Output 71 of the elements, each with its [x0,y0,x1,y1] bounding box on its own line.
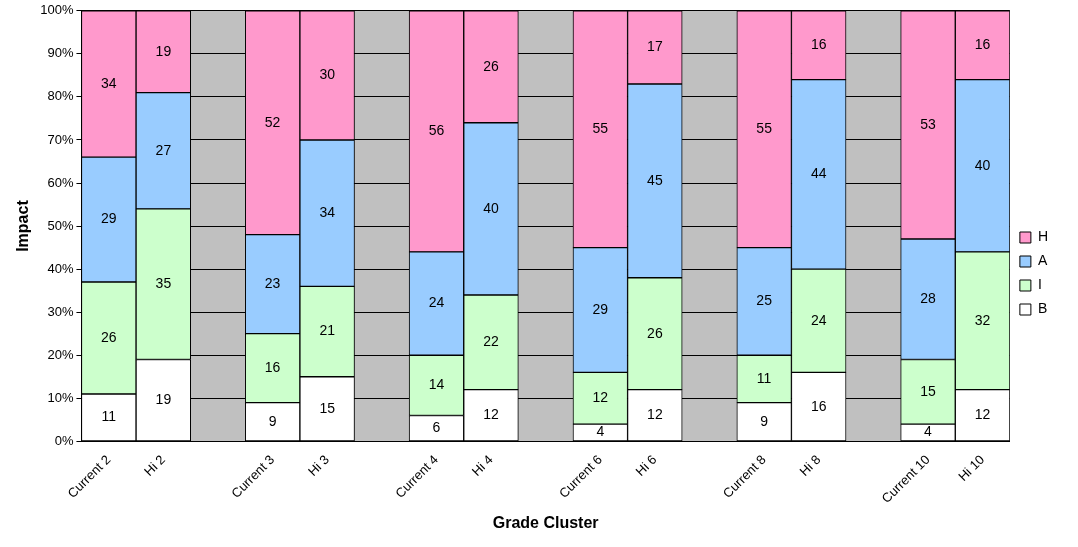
y-tick-label: 40% [47,260,74,276]
x-tick-label: Hi 8 [796,451,824,479]
data-label: 16 [810,36,827,53]
data-label: 21 [319,322,336,339]
data-label: 17 [647,38,663,55]
data-label: 44 [810,165,827,182]
data-label: 53 [920,115,936,132]
y-tick-label: 100% [40,2,74,18]
data-label: 9 [760,412,769,429]
data-label: 35 [155,275,172,292]
data-label: 11 [101,408,117,425]
data-label: 55 [756,120,773,137]
data-label: 16 [974,36,991,53]
data-label: 6 [432,419,441,436]
data-label: 25 [756,292,773,309]
data-label: 34 [319,204,336,221]
data-label: 24 [810,311,827,328]
y-tick-label: 30% [47,303,74,319]
data-label: 56 [428,122,445,139]
data-label: 11 [756,369,772,386]
data-label: 52 [264,113,281,130]
data-label: 26 [647,324,663,341]
data-label: 12 [974,406,991,423]
x-tick-label: Hi 4 [468,451,496,479]
data-label: 15 [319,399,336,416]
y-tick-label: 60% [47,174,74,190]
data-label: 22 [483,333,500,350]
data-label: 24 [428,294,445,311]
y-tick-label: 10% [47,389,74,405]
data-label: 27 [155,141,172,158]
data-label: 23 [264,275,281,292]
y-tick-label: 50% [47,217,74,233]
data-label: 29 [592,300,609,317]
data-label: 55 [592,120,609,137]
y-tick-label: 90% [47,45,74,61]
x-tick-label: Hi 3 [304,451,332,479]
data-label: 26 [483,57,500,74]
data-label: 28 [920,290,936,307]
y-tick-label: 0% [54,432,74,448]
x-tick-label: Hi 2 [141,451,169,479]
legend-label: H [1037,228,1049,245]
data-label: 14 [428,376,445,393]
data-label: 4 [596,423,605,440]
x-tick-label: Hi 6 [632,451,660,479]
legend-label: I [1037,276,1042,293]
data-label: 16 [810,397,827,414]
y-tick-label: 80% [47,88,74,104]
data-label: 16 [264,359,281,376]
y-tick-label: 70% [47,131,74,147]
data-label: 19 [155,391,172,408]
y-axis-title: Impact [14,199,32,252]
y-tick-label: 20% [47,346,74,362]
data-label: 30 [319,66,336,83]
data-label: 26 [100,328,117,345]
data-label: 32 [974,311,991,328]
legend-label: B [1037,300,1048,317]
data-label: 40 [483,199,500,216]
data-label: 9 [268,412,277,429]
legend-label: A [1037,252,1048,269]
data-label: 29 [100,210,117,227]
data-label: 12 [647,406,663,423]
data-label: 40 [974,156,991,173]
data-label: 15 [920,382,936,399]
data-label: 12 [483,406,500,423]
x-tick-label: Hi 10 [955,451,988,484]
data-label: 34 [100,74,117,91]
data-label: 19 [155,42,172,59]
data-label: 45 [647,171,663,188]
data-label: 12 [592,389,609,406]
data-label: 4 [924,423,933,440]
x-axis-title: Grade Cluster [492,513,599,531]
